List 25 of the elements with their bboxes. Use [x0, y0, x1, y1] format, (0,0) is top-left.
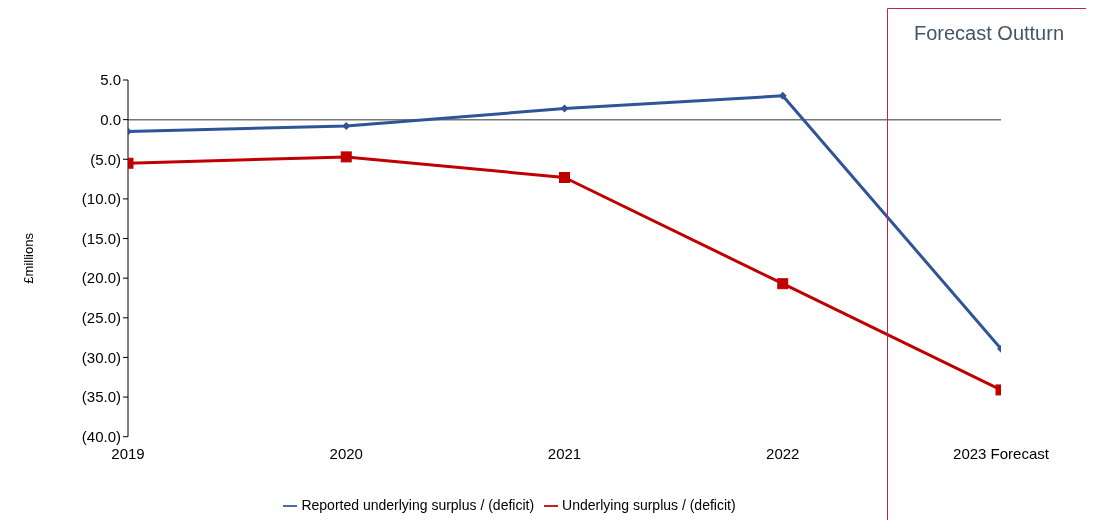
- x-tick-label: 2022: [766, 445, 800, 463]
- y-tick-label: (10.0): [81, 190, 121, 208]
- y-tick-label: (25.0): [81, 309, 121, 327]
- legend-label: Underlying surplus / (deficit): [562, 496, 736, 513]
- y-tick-label: (15.0): [81, 229, 121, 247]
- y-tick-label: (30.0): [81, 348, 121, 366]
- point: [340, 151, 352, 163]
- x-tick-label: 2021: [547, 445, 582, 463]
- x-tick-label: 2019: [111, 445, 145, 463]
- y-tick-label: 5.0: [100, 71, 121, 89]
- x-tick-label: 2023 Forecast: [953, 445, 1050, 463]
- y-axis-title: £millions: [20, 232, 36, 284]
- point: [560, 104, 569, 113]
- y-tick-label: (20.0): [81, 269, 121, 287]
- point: [777, 278, 789, 290]
- y-tick-label: (5.0): [90, 150, 121, 168]
- y-tick-label: 0.0: [100, 110, 121, 128]
- point: [342, 121, 351, 130]
- point: [559, 172, 570, 183]
- x-tick-label: 2020: [329, 445, 363, 463]
- point: [778, 91, 787, 100]
- legend-label: Reported underlying surplus / (deficit): [301, 496, 535, 513]
- text: Forecast Outturn: [912, 22, 1066, 45]
- y-tick-label: (40.0): [81, 428, 121, 446]
- y-tick-label: (35.0): [81, 388, 121, 406]
